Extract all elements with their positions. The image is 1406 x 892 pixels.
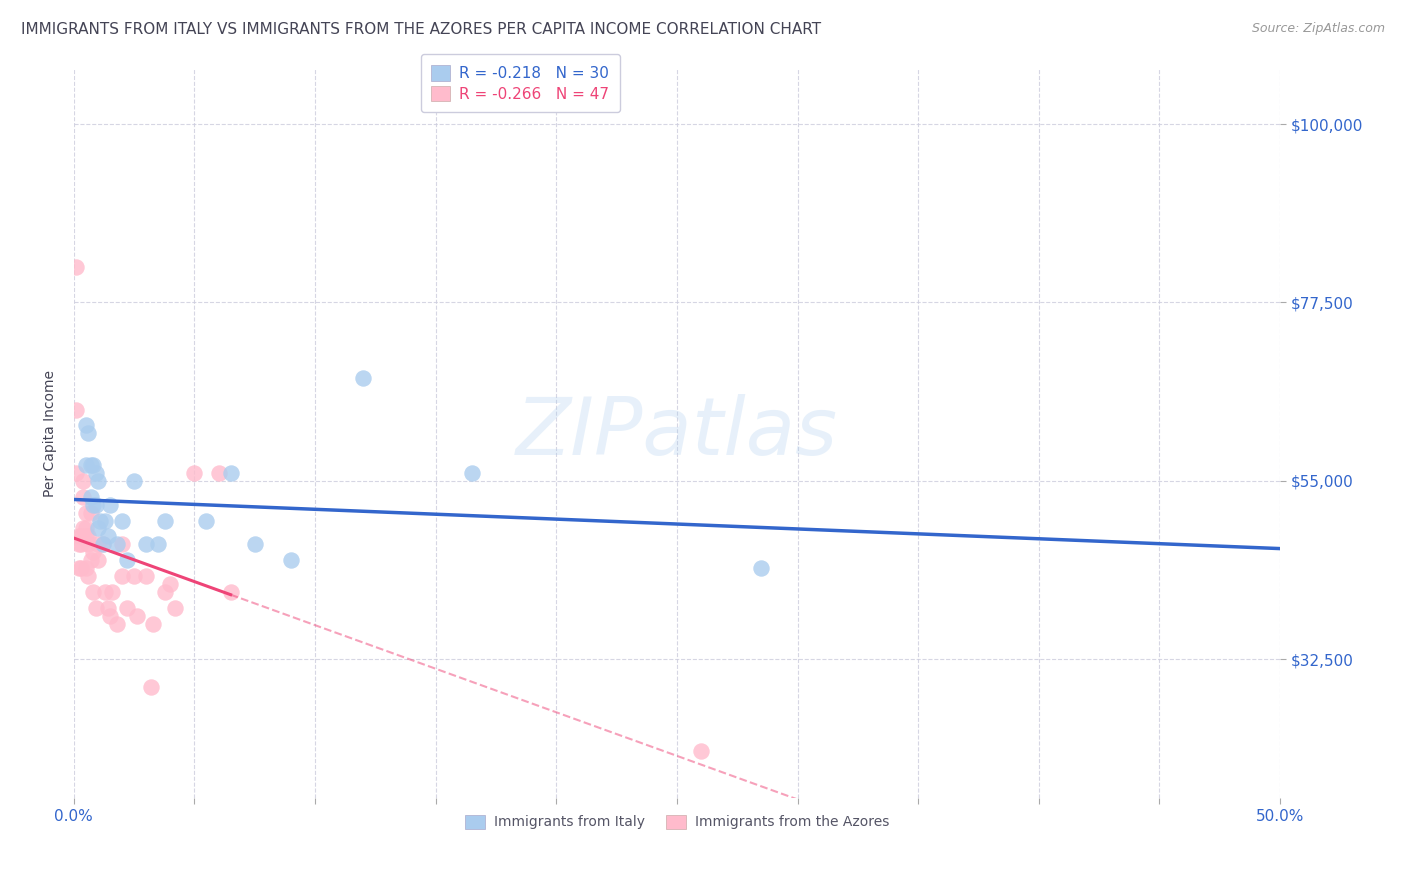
Point xyxy=(72,490,94,504)
Point xyxy=(84,498,107,512)
Point xyxy=(75,521,97,535)
Legend: Immigrants from Italy, Immigrants from the Azores: Immigrants from Italy, Immigrants from t… xyxy=(460,809,894,835)
Point xyxy=(690,743,713,757)
Point xyxy=(77,426,100,441)
Point xyxy=(751,561,773,575)
Point xyxy=(207,466,229,480)
Text: Source: ZipAtlas.com: Source: ZipAtlas.com xyxy=(1251,22,1385,36)
Point xyxy=(77,529,100,543)
Point xyxy=(139,680,162,694)
Point xyxy=(91,537,114,551)
Point xyxy=(155,514,177,528)
Point xyxy=(65,466,87,480)
Point xyxy=(94,585,117,599)
Point xyxy=(165,600,187,615)
Point xyxy=(111,537,134,551)
Point xyxy=(219,466,242,480)
Point xyxy=(70,537,93,551)
Point xyxy=(122,569,145,583)
Point xyxy=(77,569,100,583)
Point xyxy=(111,569,134,583)
Point xyxy=(79,506,101,520)
Point xyxy=(122,474,145,488)
Point xyxy=(84,600,107,615)
Point xyxy=(111,514,134,528)
Point xyxy=(148,537,170,551)
Text: IMMIGRANTS FROM ITALY VS IMMIGRANTS FROM THE AZORES PER CAPITA INCOME CORRELATIO: IMMIGRANTS FROM ITALY VS IMMIGRANTS FROM… xyxy=(21,22,821,37)
Point xyxy=(461,466,484,480)
Point xyxy=(195,514,218,528)
Point xyxy=(91,537,114,551)
Point xyxy=(82,498,104,512)
Point xyxy=(219,585,242,599)
Y-axis label: Per Capita Income: Per Capita Income xyxy=(44,370,58,497)
Point xyxy=(82,458,104,472)
Point xyxy=(77,537,100,551)
Point xyxy=(115,600,138,615)
Point xyxy=(280,553,302,567)
Point xyxy=(352,371,374,385)
Point xyxy=(135,537,157,551)
Point xyxy=(89,514,111,528)
Point xyxy=(72,521,94,535)
Point xyxy=(79,553,101,567)
Point xyxy=(75,561,97,575)
Point xyxy=(67,537,90,551)
Point xyxy=(125,608,148,623)
Point xyxy=(98,498,121,512)
Point xyxy=(70,561,93,575)
Point xyxy=(243,537,266,551)
Point xyxy=(135,569,157,583)
Point xyxy=(65,260,87,274)
Point xyxy=(82,545,104,559)
Point xyxy=(87,521,110,535)
Text: ZIPatlas: ZIPatlas xyxy=(516,394,838,473)
Point xyxy=(98,608,121,623)
Point xyxy=(105,616,128,631)
Point xyxy=(67,529,90,543)
Point xyxy=(101,585,124,599)
Point xyxy=(65,402,87,417)
Point xyxy=(87,553,110,567)
Point xyxy=(97,529,120,543)
Point xyxy=(75,458,97,472)
Point xyxy=(67,561,90,575)
Point xyxy=(142,616,165,631)
Point xyxy=(87,537,110,551)
Point xyxy=(155,585,177,599)
Point xyxy=(79,458,101,472)
Point xyxy=(183,466,205,480)
Point xyxy=(75,506,97,520)
Point xyxy=(105,537,128,551)
Point xyxy=(97,600,120,615)
Point xyxy=(94,514,117,528)
Point xyxy=(70,529,93,543)
Point xyxy=(87,474,110,488)
Point xyxy=(84,466,107,480)
Point xyxy=(79,490,101,504)
Point xyxy=(75,418,97,433)
Point xyxy=(82,585,104,599)
Point xyxy=(159,577,181,591)
Point xyxy=(115,553,138,567)
Point xyxy=(75,529,97,543)
Point xyxy=(72,474,94,488)
